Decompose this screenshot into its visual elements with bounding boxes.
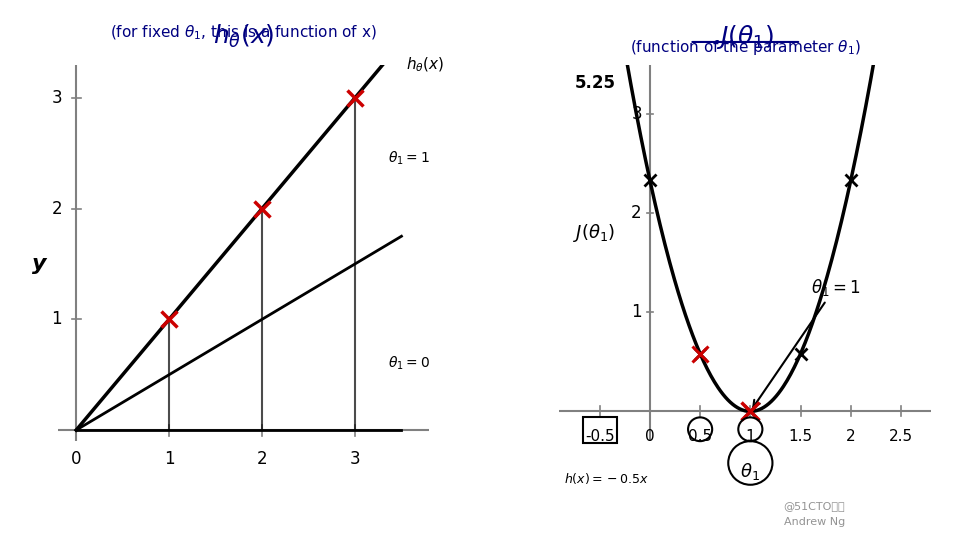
Text: 1.5: 1.5 — [788, 429, 813, 444]
Text: $h_{\theta}(x)$: $h_{\theta}(x)$ — [406, 55, 444, 74]
Text: 2: 2 — [52, 200, 62, 217]
Text: $\theta_1=1$: $\theta_1=1$ — [754, 277, 860, 407]
Title: $J(\theta_1)$: $J(\theta_1)$ — [716, 23, 775, 51]
Text: 2.5: 2.5 — [889, 429, 913, 444]
Text: @51CTO博客: @51CTO博客 — [783, 501, 845, 511]
Text: -0.5: -0.5 — [585, 429, 614, 444]
Text: $\theta_1$: $\theta_1$ — [740, 461, 760, 482]
Text: (function of the parameter $\theta_1$): (function of the parameter $\theta_1$) — [630, 38, 861, 57]
Title: $h_{\theta}(x)$: $h_{\theta}(x)$ — [213, 23, 275, 50]
Text: 1: 1 — [164, 450, 175, 468]
Text: 3: 3 — [52, 89, 62, 107]
Text: $h(x) = -0.5x$: $h(x) = -0.5x$ — [564, 471, 650, 486]
Text: $\theta_1 = 0$: $\theta_1 = 0$ — [388, 355, 429, 372]
Text: 2: 2 — [632, 204, 642, 222]
Text: Andrew Ng: Andrew Ng — [783, 517, 845, 527]
Text: 5.25: 5.25 — [574, 74, 615, 93]
Text: (for fixed $\theta_1$, this is a function of x): (for fixed $\theta_1$, this is a functio… — [110, 24, 377, 42]
Text: 0: 0 — [645, 429, 655, 444]
Text: 2: 2 — [846, 429, 855, 444]
Text: $J(\theta_1)$: $J(\theta_1)$ — [573, 222, 615, 244]
Text: 1: 1 — [746, 429, 756, 444]
Text: 3: 3 — [349, 450, 360, 468]
Text: 3: 3 — [632, 105, 642, 123]
Text: 1: 1 — [632, 303, 642, 321]
Text: 1: 1 — [52, 310, 62, 328]
Text: 0: 0 — [71, 450, 82, 468]
Text: 2: 2 — [256, 450, 268, 468]
Text: y: y — [32, 254, 46, 274]
Text: 0.5: 0.5 — [688, 429, 712, 444]
Text: $\theta_1=1$: $\theta_1=1$ — [388, 150, 429, 167]
